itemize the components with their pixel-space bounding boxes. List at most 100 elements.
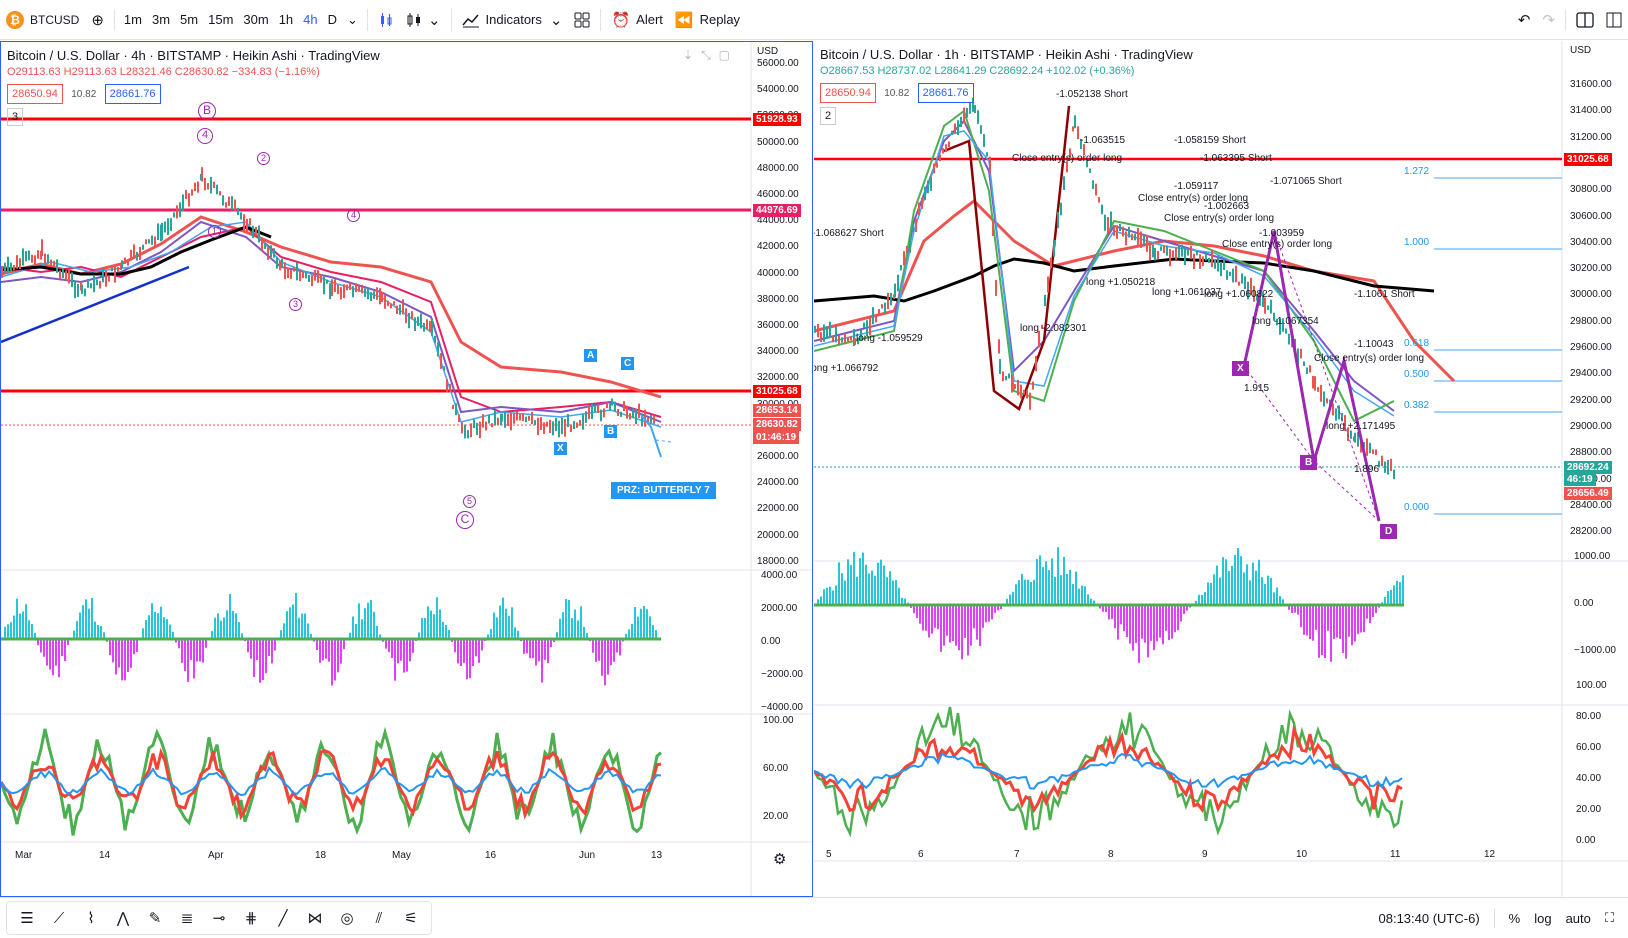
candle [1354, 432, 1356, 443]
histogram-bar [439, 609, 441, 639]
histogram-bar [1204, 591, 1206, 605]
cycle-icon[interactable]: ◎ [340, 910, 354, 927]
xabcd-pattern-icon[interactable]: ⋈ [307, 910, 323, 927]
candle [972, 97, 974, 112]
histogram-bar [115, 639, 117, 675]
histogram-bar [199, 639, 201, 662]
alert-button[interactable]: ⏰ Alert [605, 0, 668, 40]
candle [1143, 235, 1145, 246]
percent-toggle[interactable]: % [1508, 910, 1521, 926]
templates-button[interactable] [568, 0, 596, 40]
right-indicator-count[interactable]: 2 [820, 107, 837, 125]
histogram-bar [67, 639, 69, 645]
more-layout-button[interactable] [1600, 0, 1628, 40]
redo-button[interactable]: ↷ [1536, 0, 1561, 40]
fullscreen-icon[interactable]: ⛶ [1604, 910, 1614, 925]
symbol-search[interactable]: ₿ BTCUSD [0, 0, 85, 40]
histogram-bar [187, 639, 189, 682]
vertical-lines-icon[interactable]: ⋕ [244, 910, 258, 927]
histogram-bar [502, 597, 504, 639]
histogram-bar [1339, 605, 1341, 639]
clock-label[interactable]: 08:13:40 (UTC-6) [1378, 910, 1480, 926]
histogram-bar [337, 639, 339, 673]
candle [1344, 415, 1346, 431]
left-spread: 10.82 [71, 89, 97, 100]
menu-icon[interactable]: ☰ [20, 910, 34, 927]
price-tick: 29200.00 [1570, 394, 1612, 406]
histogram-bar [295, 592, 297, 639]
histogram-bar [1354, 605, 1356, 642]
histogram-bar [46, 639, 48, 666]
timeframe-1m[interactable]: 1m [123, 12, 142, 27]
timeframe-D[interactable]: D [327, 12, 338, 27]
left-bid-box[interactable]: 28650.94 [7, 84, 63, 104]
left-ask-box[interactable]: 28661.76 [104, 84, 161, 104]
undo-icon: ↶ [1517, 11, 1531, 29]
price-tag-label: 28653.14 [753, 404, 801, 417]
fib-retracement-icon[interactable]: ≣ [180, 910, 194, 927]
arrow-down-icon[interactable]: ⇣ [683, 48, 694, 62]
candle [1166, 245, 1168, 256]
right-chart-pane[interactable]: Bitcoin / U.S. Dollar · 1h · BITSTAMP · … [814, 41, 1628, 897]
left-currency-label[interactable]: USD [757, 46, 779, 57]
candle [507, 413, 509, 427]
chart-type-button[interactable] [372, 0, 400, 40]
collapse-icon[interactable]: ⤡ [701, 48, 711, 62]
timeframe-dropdown-chevron-icon[interactable]: ⌄ [347, 11, 358, 27]
log-toggle[interactable]: log [1534, 910, 1552, 926]
histogram-bar [232, 610, 234, 639]
timeframe-3m[interactable]: 3m [151, 12, 171, 27]
right-ask-box[interactable]: 28661.76 [917, 83, 974, 103]
candle [231, 196, 233, 211]
brush-icon[interactable]: ✎ [148, 910, 162, 927]
candle [1264, 297, 1266, 314]
right-chart-legend: Bitcoin / U.S. Dollar · 1h · BITSTAMP · … [820, 47, 1193, 125]
maximize-icon[interactable]: ▢ [718, 48, 731, 62]
candle [963, 107, 965, 124]
left-indicator-count[interactable]: 3 [7, 108, 24, 126]
abc-pattern-icon[interactable]: ⋀ [116, 910, 130, 927]
right-bid-box[interactable]: 28650.94 [820, 83, 876, 103]
candle [835, 326, 837, 343]
candle [1041, 324, 1043, 329]
right-currency-label[interactable]: USD [1570, 45, 1592, 56]
price-tick: 38000.00 [757, 293, 799, 305]
candle [19, 258, 21, 270]
histogram-bar [940, 605, 942, 652]
elliott-wave-icon[interactable]: ⌇ [87, 910, 95, 927]
timeframe-4h[interactable]: 4h [303, 12, 318, 27]
chart-style-button[interactable]: ⌄ [400, 0, 447, 40]
replay-button[interactable]: ⏪ Replay [669, 0, 746, 40]
histogram-bar [1261, 577, 1263, 605]
line-icon[interactable]: ╱ [278, 910, 288, 927]
timeframe-30m[interactable]: 30m [243, 12, 269, 27]
undo-button[interactable]: ↶ [1512, 0, 1537, 40]
timeframe-15m[interactable]: 15m [208, 12, 234, 27]
settings-sliders-icon[interactable]: ⚟ [404, 910, 418, 927]
horizontal-ray-icon[interactable]: ⊸ [212, 910, 226, 927]
histogram-bar [109, 639, 111, 656]
indicators-button[interactable]: Indicators ⌄ [456, 0, 569, 40]
parallel-channel-icon[interactable]: ⫽ [375, 909, 383, 927]
candle [1288, 333, 1290, 345]
candle [1276, 318, 1278, 326]
candle [1047, 276, 1049, 293]
histogram-bar [523, 639, 525, 654]
compare-symbol-button[interactable]: ⊕ [85, 0, 110, 40]
histogram-bar [835, 585, 837, 605]
timeframe-5m[interactable]: 5m [180, 12, 199, 27]
auto-toggle[interactable]: auto [1565, 910, 1591, 926]
trend-line-icon[interactable]: ⟋ [53, 909, 65, 927]
histogram-bar [862, 552, 864, 605]
candle [121, 260, 123, 269]
left-chart-pane[interactable]: Bitcoin / U.S. Dollar · 4h · BITSTAMP · … [0, 41, 813, 897]
candle [942, 148, 944, 154]
candle [240, 212, 242, 220]
gear-icon[interactable]: ⚙ [773, 851, 787, 868]
candle [343, 284, 345, 299]
histogram-bar [556, 632, 558, 639]
candle [1393, 469, 1395, 480]
layout-button[interactable] [1570, 0, 1600, 40]
timeframe-1h[interactable]: 1h [278, 12, 294, 27]
time-tick: 12 [1484, 849, 1496, 860]
